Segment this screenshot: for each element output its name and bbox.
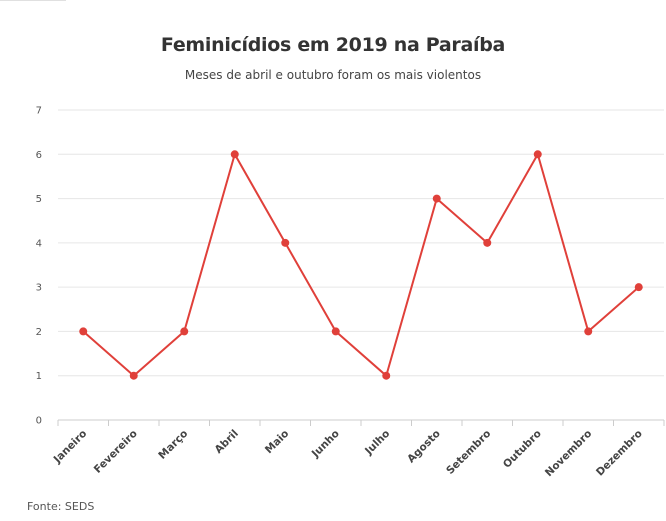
- x-tick-label: Junho: [309, 428, 342, 461]
- y-tick-label: 6: [36, 150, 42, 161]
- x-tick-label: Dezembro: [594, 428, 645, 479]
- x-tick-label: Maio: [263, 428, 292, 457]
- y-tick-label: 4: [36, 238, 42, 249]
- data-point: [79, 327, 88, 336]
- tick-labels: 0 1 2 3 4 5 6 7 Janeiro Fevereiro Março Abril Maio Ju…: [36, 106, 645, 480]
- chart-title: Feminicídios em 2019 na Paraíba: [160, 34, 506, 56]
- source-note: Fonte: SEDS: [27, 500, 95, 513]
- x-tick-label: Fevereiro: [92, 428, 140, 476]
- data-point: [432, 194, 441, 203]
- x-tick-label: Julho: [362, 428, 392, 458]
- x-tick-label: Outubro: [501, 428, 544, 471]
- series-line: [82, 153, 640, 377]
- data-point: [533, 150, 542, 159]
- x-tick-label: Agosto: [405, 428, 443, 466]
- top-divider: [0, 0, 66, 1]
- data-point: [230, 150, 239, 159]
- data-point: [634, 283, 643, 292]
- chart-subtitle: Meses de abril e outubro foram os mais v…: [184, 68, 482, 82]
- x-tick-label: Janeiro: [51, 428, 90, 467]
- x-tick-label: Novembro: [543, 428, 594, 479]
- data-point: [180, 327, 189, 336]
- data-point: [584, 327, 593, 336]
- axes: [57, 419, 665, 426]
- x-tick-label: Abril: [213, 428, 241, 456]
- data-point: [331, 327, 340, 336]
- data-point: [129, 371, 138, 380]
- series: [79, 150, 643, 380]
- y-tick-label: 2: [36, 327, 42, 338]
- y-tick-label: 1: [36, 371, 42, 382]
- y-tick-label: 3: [36, 283, 42, 294]
- grid-lines: [58, 109, 664, 377]
- data-point: [281, 238, 290, 247]
- x-tick-label: Março: [156, 428, 190, 462]
- y-tick-label: 0: [36, 416, 42, 427]
- data-point: [382, 371, 391, 380]
- y-tick-label: 7: [36, 106, 42, 117]
- data-point: [483, 238, 492, 247]
- y-tick-label: 5: [36, 194, 42, 205]
- x-tick-label: Setembro: [444, 428, 493, 477]
